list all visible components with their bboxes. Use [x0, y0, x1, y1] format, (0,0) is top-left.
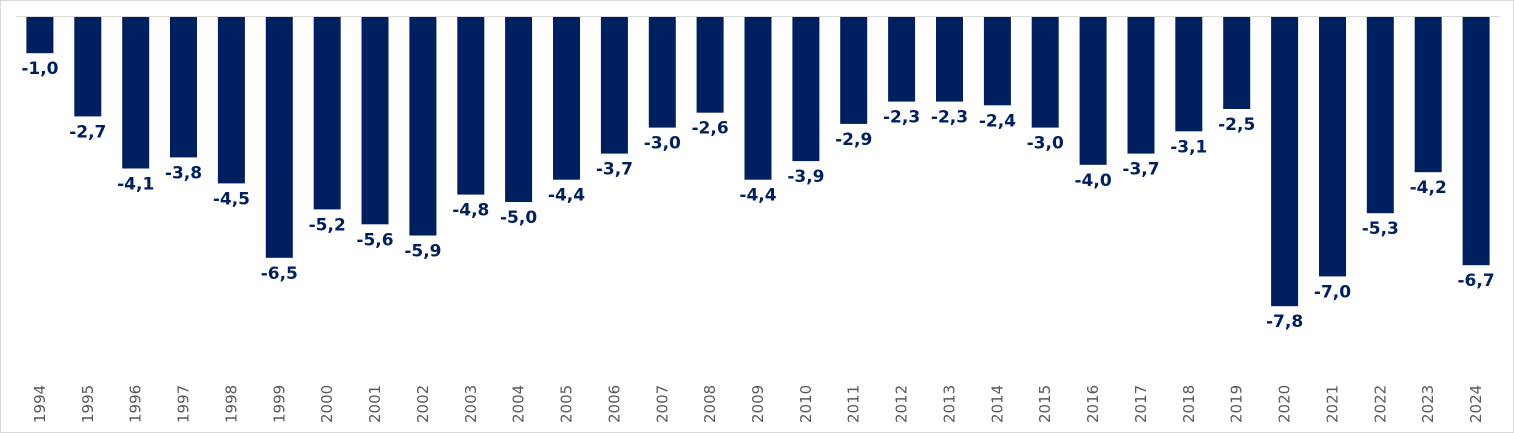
x-tick-label-2001: 2001: [366, 385, 384, 423]
value-label-2010: -3,9: [787, 167, 824, 187]
value-label-2021: -7,0: [1314, 282, 1351, 302]
x-tick-label-2021: 2021: [1324, 385, 1342, 423]
value-label-1995: -2,7: [69, 122, 106, 142]
x-tick-label-2005: 2005: [558, 385, 576, 423]
value-label-2003: -4,8: [452, 201, 489, 221]
bar-1998: [217, 16, 245, 184]
bar-1996: [122, 16, 150, 169]
bar-2007: [648, 16, 676, 128]
value-label-2017: -3,7: [1122, 160, 1159, 180]
value-label-2024: -6,7: [1458, 271, 1495, 291]
value-label-2018: -3,1: [1170, 137, 1207, 157]
value-label-2004: -5,0: [500, 208, 537, 228]
x-tick-label-2013: 2013: [941, 385, 959, 423]
x-tick-label-2024: 2024: [1467, 385, 1485, 423]
value-label-2001: -5,6: [356, 230, 393, 250]
value-label-2006: -3,7: [596, 160, 633, 180]
x-tick-label-1997: 1997: [175, 385, 193, 423]
x-tick-label-2019: 2019: [1228, 385, 1246, 423]
bar-2000: [313, 16, 341, 210]
bar-2005: [553, 16, 580, 180]
bars-layer: [26, 16, 1490, 307]
value-label-1997: -3,8: [165, 163, 202, 183]
x-tick-label-2000: 2000: [318, 385, 336, 423]
value-label-2013: -2,3: [931, 108, 968, 128]
x-tick-label-2018: 2018: [1180, 385, 1198, 423]
x-tick-label-2008: 2008: [701, 385, 719, 423]
bar-2011: [840, 16, 868, 124]
bar-2024: [1462, 16, 1490, 266]
x-tick-label-2002: 2002: [414, 385, 432, 423]
bar-2017: [1127, 16, 1155, 154]
bar-1995: [74, 16, 102, 117]
value-label-2007: -3,0: [644, 134, 681, 154]
value-label-2023: -4,2: [1410, 178, 1447, 198]
value-label-2019: -2,5: [1218, 115, 1255, 135]
x-tick-label-2012: 2012: [893, 385, 911, 423]
value-label-1996: -4,1: [117, 175, 154, 195]
x-tick-label-1998: 1998: [222, 385, 240, 423]
value-label-2011: -2,9: [835, 130, 872, 150]
value-label-2015: -3,0: [1027, 134, 1064, 154]
bar-2002: [409, 16, 437, 236]
bar-2006: [600, 16, 628, 154]
x-tick-label-2011: 2011: [845, 385, 863, 423]
value-label-2005: -4,4: [548, 186, 585, 206]
bar-2018: [1175, 16, 1203, 132]
bar-2003: [457, 16, 485, 195]
bar-2010: [792, 16, 820, 162]
x-tick-label-1995: 1995: [79, 385, 97, 423]
x-tick-label-1999: 1999: [270, 385, 288, 423]
bar-2001: [361, 16, 389, 225]
bar-2016: [1079, 16, 1107, 165]
value-label-2014: -2,4: [979, 111, 1016, 131]
bar-2023: [1414, 16, 1442, 173]
value-label-2012: -2,3: [883, 108, 920, 128]
x-tick-label-2007: 2007: [653, 385, 671, 423]
value-label-2008: -2,6: [692, 119, 729, 139]
x-tick-labels-layer: 1994 1995 1996 1997 1998 1999 2000 2001 2002 2003…: [31, 385, 1485, 423]
x-tick-label-2006: 2006: [605, 385, 623, 423]
value-label-1999: -6,5: [261, 264, 298, 284]
bar-2022: [1366, 16, 1394, 214]
bar-2012: [888, 16, 916, 102]
x-tick-label-2023: 2023: [1419, 385, 1437, 423]
value-label-2020: -7,8: [1266, 312, 1303, 332]
x-tick-label-1996: 1996: [127, 385, 145, 423]
value-label-2002: -5,9: [404, 242, 441, 262]
bar-2013: [936, 16, 963, 102]
bar-1999: [265, 16, 293, 258]
x-tick-label-2004: 2004: [510, 385, 528, 423]
x-tick-label-1994: 1994: [31, 385, 49, 423]
x-tick-label-2014: 2014: [988, 385, 1006, 423]
bar-2009: [744, 16, 772, 180]
bar-2019: [1223, 16, 1251, 109]
value-label-1998: -4,5: [213, 189, 250, 209]
value-labels-layer: -1,0 -2,7 -4,1 -3,8 -4,5 -6,5 -5,2 -5,6 -5,9 -4,8…: [21, 59, 1494, 332]
x-tick-label-2017: 2017: [1132, 385, 1150, 423]
bar-1994: [26, 16, 54, 54]
bar-2020: [1271, 16, 1299, 307]
x-tick-label-2016: 2016: [1084, 385, 1102, 423]
x-tick-label-2003: 2003: [462, 385, 480, 423]
x-tick-label-2020: 2020: [1276, 385, 1294, 423]
x-tick-label-2015: 2015: [1036, 385, 1054, 423]
value-label-2009: -4,4: [739, 186, 776, 206]
value-label-1994: -1,0: [21, 59, 58, 79]
x-tick-label-2022: 2022: [1371, 385, 1389, 423]
bar-2004: [505, 16, 533, 202]
bar-2014: [983, 16, 1011, 106]
value-label-2000: -5,2: [309, 215, 346, 235]
bar-2008: [696, 16, 724, 113]
x-tick-label-2010: 2010: [797, 385, 815, 423]
value-label-2022: -5,3: [1362, 219, 1399, 239]
value-label-2016: -4,0: [1075, 171, 1112, 191]
bar-2021: [1319, 16, 1346, 277]
x-tick-label-2009: 2009: [749, 385, 767, 423]
bar-1997: [170, 16, 197, 158]
bar-2015: [1031, 16, 1059, 128]
